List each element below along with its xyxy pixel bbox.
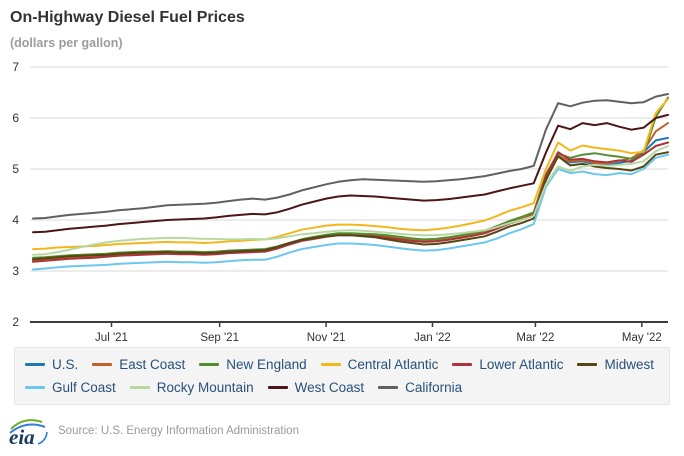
legend-item-gulf-coast[interactable]: Gulf Coast [25,378,116,397]
legend-item-california[interactable]: California [378,378,462,397]
legend-label-midwest: Midwest [604,356,654,372]
eia-logo-swoosh [37,431,48,445]
legend-item-rocky-mountain[interactable]: Rocky Mountain [129,378,254,397]
legend-item-midwest[interactable]: Midwest [577,355,654,374]
x-tick-label: May '22 [622,332,662,344]
series-line-rocky-mountain [32,144,669,256]
legend-swatch-east-coast [92,362,113,366]
y-tick-label: 6 [12,111,19,125]
legend-swatch-u-s [25,362,45,366]
chart-legend: U.S. East Coast New England Central Atlanti… [14,346,670,405]
legend-item-u-s[interactable]: U.S. [25,355,78,374]
price-line-chart: 7 6 5 4 3 2 Jul '21 Sep '21 Nov '21 Jan '22 Mar '2… [12,60,669,344]
y-tick-label: 3 [12,264,19,278]
chart-title: On-Highway Diesel Fuel Prices [10,9,245,26]
x-tick-label: Sep '21 [200,332,239,344]
series-line-west-coast [32,113,669,233]
series-line-new-england [32,96,669,259]
x-tick-label: Jul '21 [95,332,128,344]
legend-item-new-england[interactable]: New England [199,355,307,374]
x-tick-label: Jan '22 [414,332,451,344]
legend-label-u-s: U.S. [52,356,79,372]
chart-subtitle: (dollars per gallon) [10,35,123,50]
legend-swatch-new-england [199,362,220,366]
eia-logo-green-arc [10,418,43,430]
legend-label-california: California [405,379,463,395]
series-line-midwest [32,150,669,261]
legend-label-west-coast: West Coast [294,379,365,395]
y-tick-label: 2 [12,315,19,329]
legend-label-central-atlantic: Central Atlantic [347,356,439,372]
series-line-gulf-coast [32,153,669,271]
eia-logo: eia [9,418,48,447]
legend-swatch-gulf-coast [25,385,45,389]
legend-label-east-coast: East Coast [119,356,186,372]
y-tick-label: 4 [12,213,19,227]
source-attribution: Source: U.S. Energy Information Administ… [58,424,299,437]
series-line-california [32,92,669,220]
legend-swatch-rocky-mountain [129,385,150,389]
legend-item-central-atlantic[interactable]: Central Atlantic [320,355,439,374]
legend-item-east-coast[interactable]: East Coast [92,355,185,374]
legend-item-lower-atlantic[interactable]: Lower Atlantic [452,355,563,374]
x-tick-label: Mar '22 [516,332,554,344]
chart-footer: eia Source: U.S. Energy Information Admi… [0,405,684,447]
eia-logo-blue-arc [9,423,46,434]
legend-label-gulf-coast: Gulf Coast [52,379,116,395]
legend-item-west-coast[interactable]: West Coast [267,378,365,397]
legend-label-new-england: New England [226,356,307,372]
legend-swatch-lower-atlantic [452,362,473,366]
x-tick-label: Nov '21 [307,332,346,344]
legend-swatch-central-atlantic [320,362,341,366]
legend-swatch-west-coast [267,385,288,389]
eia-logo-text: eia [9,425,35,447]
legend-label-lower-atlantic: Lower Atlantic [479,356,564,372]
y-tick-label: 5 [12,162,19,176]
legend-label-rocky-mountain: Rocky Mountain [156,379,254,395]
legend-swatch-midwest [577,362,598,366]
series-line-central-atlantic [32,97,669,250]
y-tick-label: 7 [12,60,19,74]
legend-swatch-california [378,385,399,389]
chart-header: On-Highway Diesel Fuel Prices (dollars p… [0,0,684,50]
